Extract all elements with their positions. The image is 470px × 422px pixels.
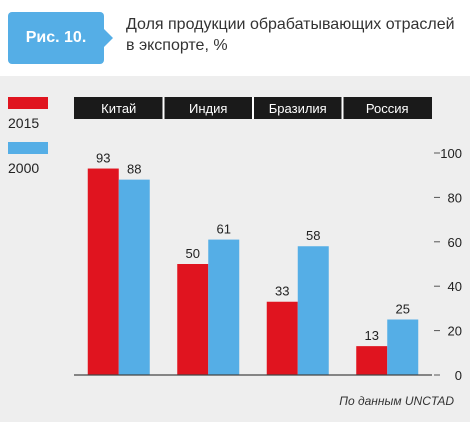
bar-value-label: 50 [186,246,200,261]
y-tick-label: 0 [455,368,462,383]
bar-2000 [297,246,329,375]
y-tick-label: 100 [440,146,462,161]
category-label: Индия [189,101,227,116]
y-tick-label: 20 [448,324,462,339]
bar-2015 [87,168,119,375]
bar-value-label: 25 [396,302,410,317]
bar-value-label: 33 [275,284,289,299]
source-note: По данным UNCTAD [339,394,454,408]
bar-2000 [387,319,419,375]
bar-value-label: 88 [127,162,141,177]
legend-label-2015: 2015 [8,115,40,131]
bar-2000 [208,239,240,375]
bar-2015 [177,264,209,375]
legend-swatch-2000 [8,142,48,154]
bar-value-label: 93 [96,151,110,166]
badge-arrow-icon [103,28,113,48]
y-tick-label: 40 [448,279,462,294]
category-label: Бразилия [269,101,327,116]
figure-label-badge: Рис. 10. [8,12,104,64]
y-tick-label: 80 [448,190,462,205]
bar-value-label: 58 [306,228,320,243]
legend-label-2000: 2000 [8,160,40,176]
bar-2015 [356,346,388,375]
bar-2015 [266,301,298,375]
bar-value-label: 61 [217,222,231,237]
chart-title: Доля продукции обрабатывающих отраслей в… [126,16,455,54]
bar-2000 [118,179,150,375]
category-label: Китай [101,101,136,116]
legend-swatch-2015 [8,97,48,109]
y-tick-label: 60 [448,235,462,250]
bar-value-label: 13 [365,328,379,343]
category-label: Россия [366,101,409,116]
